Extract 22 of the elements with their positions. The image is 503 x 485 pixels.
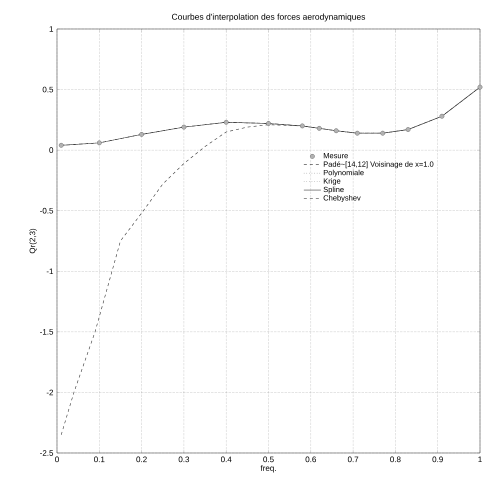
- x-tick-label: 0.1: [94, 456, 104, 462]
- y-tick-label: -0.5: [40, 208, 54, 214]
- x-tick-label: 0: [55, 456, 59, 462]
- x-tick-label: 0.6: [306, 456, 316, 462]
- y-tick-label: -2.5: [40, 450, 54, 456]
- chart-title: Courbes d'interpolation des forces aerodynamiques: [172, 14, 366, 22]
- y-axis-title: Qr(2,3): [29, 228, 37, 254]
- y-tick-label: -1.5: [40, 329, 54, 335]
- x-tick-label: 0.4: [220, 456, 232, 462]
- y-tick-label: 0: [49, 147, 54, 153]
- y-tick-label: 1: [50, 26, 54, 32]
- x-tick-label: 0.9: [432, 456, 443, 462]
- x-tick-label: 0.8: [390, 456, 401, 462]
- x-tick-label: 1: [478, 456, 482, 462]
- x-tick-label: 0.2: [136, 456, 147, 462]
- y-tick-label: -2: [46, 390, 54, 396]
- y-tick-label: -1: [46, 268, 54, 274]
- y-tick-label: 0.5: [42, 86, 54, 92]
- x-tick-label: 0.7: [348, 456, 358, 462]
- x-tick-label: 0.5: [263, 456, 274, 462]
- x-axis-title: freq.: [260, 465, 276, 473]
- x-tick-label: 0.3: [178, 456, 190, 462]
